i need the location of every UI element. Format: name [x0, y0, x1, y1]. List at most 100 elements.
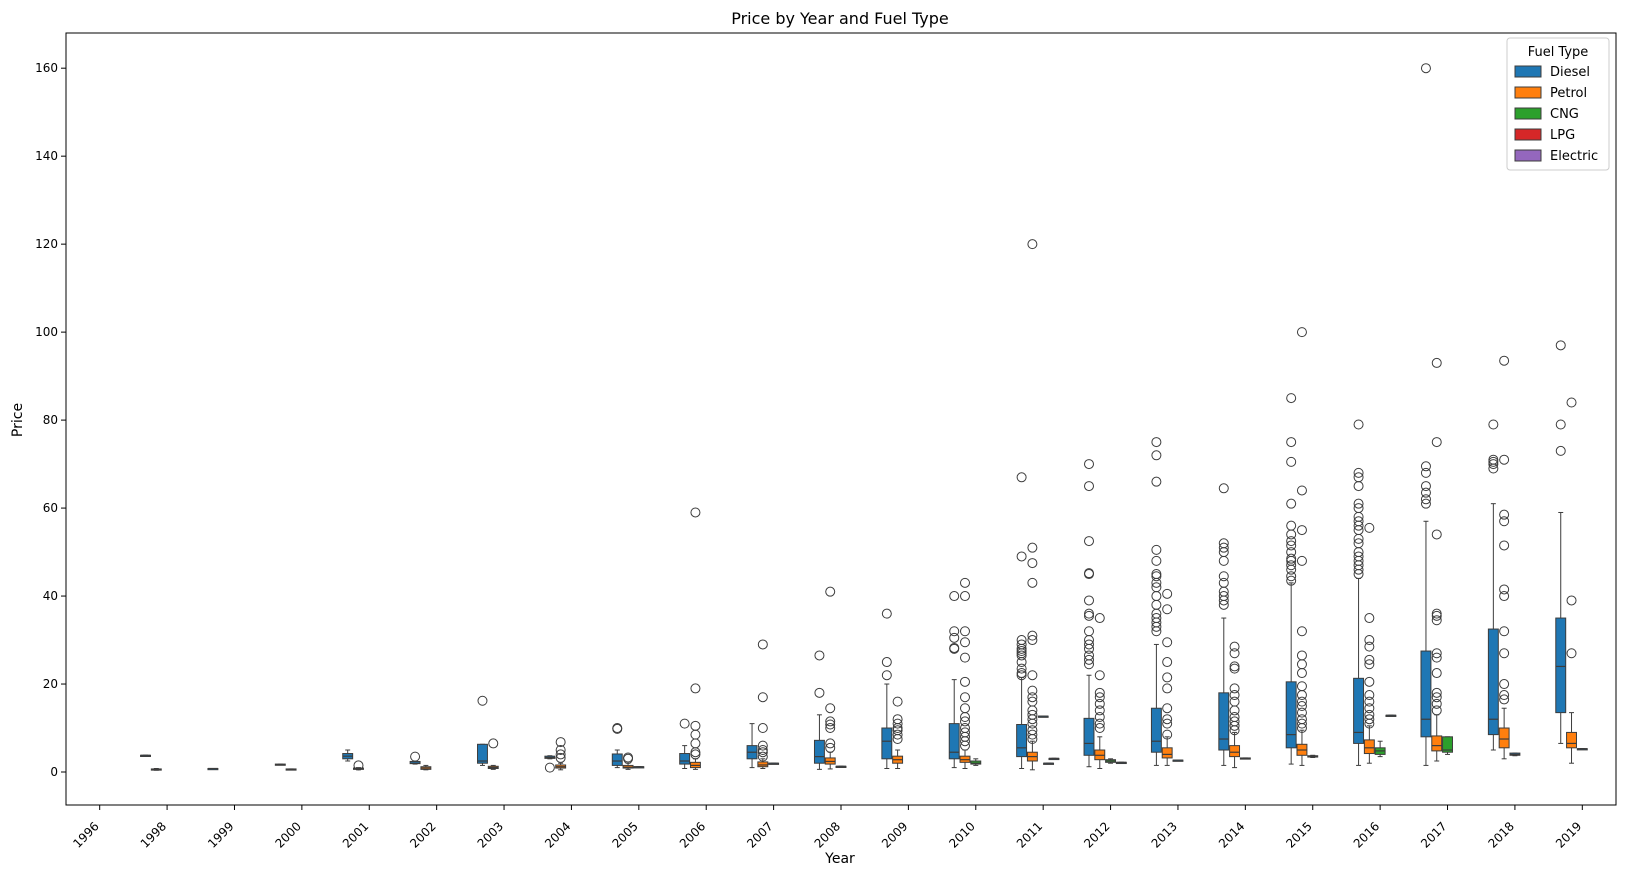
outlier-point [1364, 676, 1375, 687]
box-2012 [1094, 613, 1106, 769]
box-2015 [1307, 754, 1319, 758]
outlier-point [1353, 481, 1364, 492]
x-tick-label: 2004 [542, 819, 573, 850]
outlier-point [1027, 725, 1038, 736]
outlier-point [1353, 551, 1364, 562]
outlier-point [1229, 661, 1240, 672]
outlier-point [881, 670, 892, 681]
box-2002 [420, 764, 432, 771]
outlier-point [1499, 679, 1510, 690]
box-2008 [835, 765, 847, 768]
box-2005 [622, 752, 634, 770]
box-2012 [1105, 758, 1117, 764]
x-tick-label: 1996 [70, 819, 101, 850]
outlier-point [1420, 467, 1431, 478]
outlier-point [1027, 670, 1038, 681]
outlier-point [1296, 668, 1307, 679]
outlier-point [1162, 714, 1173, 725]
outlier-point [1296, 327, 1307, 338]
outlier-point [1420, 63, 1431, 74]
outlier-point [1499, 540, 1510, 551]
outlier-point [1094, 723, 1105, 734]
x-tick-label: 2019 [1553, 819, 1584, 850]
outlier-point [1229, 690, 1240, 701]
outlier-point [1499, 694, 1510, 705]
box-2018 [1509, 752, 1521, 757]
outlier-point [1218, 483, 1229, 494]
box-2007 [768, 762, 780, 765]
outlier-point [1094, 613, 1105, 624]
x-tick-label: 2014 [1216, 819, 1247, 850]
box-2002 [409, 751, 421, 765]
outlier-point [1084, 639, 1094, 650]
legend-items: Diesel Petrol CNG LPG Electric [1514, 65, 1598, 164]
box-2009 [881, 608, 893, 769]
x-tick-label: 1999 [205, 819, 236, 850]
outlier-point [1296, 626, 1307, 637]
outlier-point [1016, 663, 1027, 674]
box-iqr [881, 727, 893, 760]
outlier-point [892, 696, 903, 707]
outlier-point [1431, 615, 1442, 626]
box-iqr [1016, 724, 1028, 758]
outlier-point [1027, 685, 1038, 696]
outlier-point [1431, 692, 1442, 703]
box-2003 [487, 738, 499, 770]
y-tick-label: 20 [43, 677, 58, 691]
outlier-point [892, 714, 903, 725]
outlier-point [1555, 419, 1566, 430]
outlier-point [814, 687, 825, 698]
outlier-point [1364, 522, 1375, 533]
outlier-point [1094, 705, 1105, 716]
outlier-point [1084, 595, 1094, 606]
box-2019 [1576, 748, 1588, 751]
outlier-point [1286, 520, 1297, 531]
outlier-point [1499, 516, 1510, 527]
box-iqr [813, 739, 825, 764]
outlier-point [1027, 239, 1038, 250]
outlier-point [1499, 648, 1510, 659]
outlier-point [1151, 555, 1162, 566]
box-2009 [892, 696, 904, 769]
outlier-point [1151, 450, 1162, 461]
outlier-point [881, 657, 892, 668]
y-axis: 0 20 40 60 80 100 120 140 160 [35, 61, 66, 779]
outlier-point [1353, 498, 1364, 509]
y-tick-label: 160 [35, 61, 58, 75]
outlier-point [1488, 454, 1499, 465]
y-tick-label: 60 [43, 501, 58, 515]
outlier-point [1499, 355, 1510, 366]
box-2006 [689, 507, 701, 770]
outlier-point [960, 676, 970, 687]
box-2001 [353, 760, 364, 771]
box-2005 [611, 723, 623, 769]
legend-label: Diesel [1550, 65, 1590, 80]
outlier-point [949, 632, 960, 643]
box-iqr [1555, 617, 1567, 714]
box-iqr [1150, 707, 1162, 753]
outlier-point [757, 747, 768, 758]
box-iqr [1442, 736, 1453, 753]
box-2014 [1239, 757, 1251, 760]
outlier-point [1499, 591, 1510, 602]
outlier-point [1162, 703, 1173, 714]
x-tick-label: 2018 [1486, 819, 1517, 850]
x-axis-label: Year [824, 851, 855, 867]
box-iqr [1229, 745, 1241, 758]
outlier-point [960, 577, 970, 588]
y-tick-label: 40 [43, 589, 58, 603]
outlier-point [1016, 670, 1027, 681]
outlier-point [1218, 538, 1229, 549]
legend-label: LPG [1550, 128, 1575, 143]
outlier-point [1420, 487, 1431, 498]
box-2013 [1172, 759, 1184, 762]
outlier-point [1364, 613, 1375, 624]
x-tick-label: 2000 [272, 819, 303, 850]
outlier-point [825, 586, 836, 597]
outlier-point [1151, 476, 1162, 487]
outlier-point [1286, 536, 1297, 547]
outlier-point [1353, 419, 1364, 430]
outlier-point [1364, 714, 1375, 725]
box-2014 [1218, 483, 1230, 766]
y-tick-label: 100 [35, 325, 58, 339]
